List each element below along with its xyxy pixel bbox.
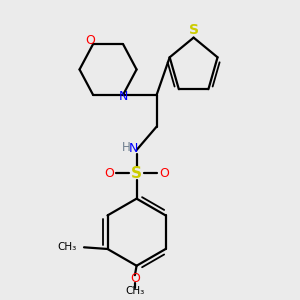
Text: S: S	[189, 23, 199, 37]
Text: O: O	[130, 272, 140, 285]
Text: N: N	[129, 142, 139, 155]
Text: S: S	[131, 166, 142, 181]
Text: CH₃: CH₃	[125, 286, 145, 296]
Text: O: O	[160, 167, 170, 180]
Text: H: H	[122, 141, 130, 154]
Text: O: O	[85, 34, 95, 47]
Text: CH₃: CH₃	[57, 242, 77, 252]
Text: O: O	[104, 167, 114, 180]
Text: N: N	[119, 90, 128, 103]
